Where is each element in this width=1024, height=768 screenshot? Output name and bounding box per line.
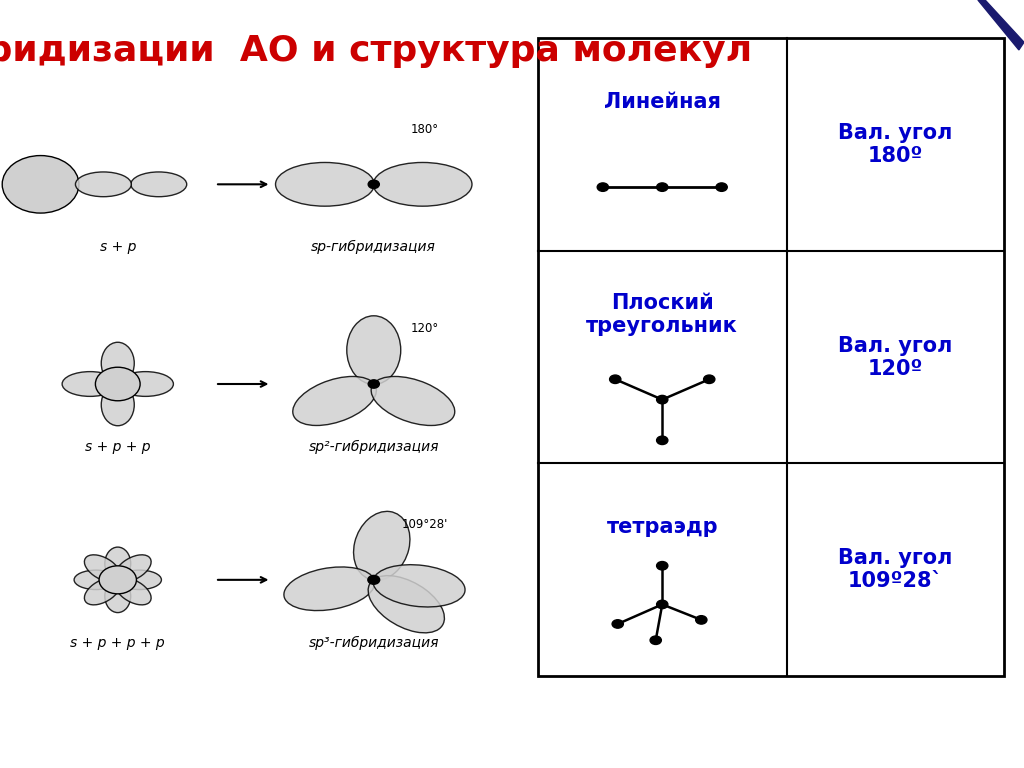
Circle shape	[612, 620, 624, 628]
Ellipse shape	[115, 578, 152, 605]
Ellipse shape	[84, 554, 121, 582]
Circle shape	[656, 436, 668, 445]
Text: 180°: 180°	[411, 123, 439, 135]
Text: sp²-гибридизация: sp²-гибридизация	[308, 440, 439, 454]
Ellipse shape	[118, 372, 173, 396]
Ellipse shape	[115, 554, 152, 582]
Bar	[538, 38, 1004, 676]
Ellipse shape	[284, 567, 375, 611]
Text: Вал. угол
180º: Вал. угол 180º	[838, 123, 952, 166]
Text: s + p + p: s + p + p	[85, 440, 151, 454]
Text: тетраэдр: тетраэдр	[606, 517, 718, 537]
Text: типы гибридизации  АО и структура молекул: типы гибридизации АО и структура молекул	[0, 32, 752, 68]
Circle shape	[609, 375, 621, 383]
Circle shape	[99, 566, 136, 594]
Circle shape	[656, 396, 668, 404]
Text: sp³-гибридизация: sp³-гибридизация	[308, 636, 439, 650]
Circle shape	[368, 575, 380, 584]
Circle shape	[95, 367, 140, 401]
Ellipse shape	[371, 376, 455, 425]
Text: Линейная: Линейная	[604, 92, 721, 112]
Circle shape	[2, 156, 79, 213]
Ellipse shape	[353, 511, 410, 581]
Ellipse shape	[84, 578, 121, 605]
Ellipse shape	[369, 576, 444, 633]
Ellipse shape	[101, 343, 134, 384]
Polygon shape	[978, 0, 1024, 50]
Text: Плоский
треугольник: Плоский треугольник	[587, 293, 738, 336]
Circle shape	[656, 183, 668, 191]
Ellipse shape	[347, 316, 400, 384]
Text: s + p: s + p	[99, 240, 136, 254]
Circle shape	[597, 183, 608, 191]
Circle shape	[656, 601, 668, 608]
Text: 120°: 120°	[411, 323, 439, 335]
Ellipse shape	[373, 564, 465, 607]
Ellipse shape	[74, 570, 118, 590]
Circle shape	[703, 375, 715, 383]
Ellipse shape	[293, 376, 377, 425]
Ellipse shape	[374, 163, 472, 206]
Ellipse shape	[76, 172, 131, 197]
Text: 109°28': 109°28'	[401, 518, 449, 531]
Circle shape	[656, 561, 668, 570]
Text: Вал. угол
120º: Вал. угол 120º	[838, 336, 952, 379]
Circle shape	[650, 636, 662, 644]
Text: s + p + p + p: s + p + p + p	[71, 636, 165, 650]
Ellipse shape	[104, 547, 131, 580]
Text: Вал. угол
109º28`: Вал. угол 109º28`	[838, 548, 952, 591]
Ellipse shape	[275, 163, 374, 206]
Text: sp-гибридизация: sp-гибридизация	[311, 240, 436, 254]
Circle shape	[369, 180, 379, 188]
Ellipse shape	[131, 172, 186, 197]
Circle shape	[369, 380, 379, 388]
Circle shape	[695, 616, 707, 624]
Ellipse shape	[104, 580, 131, 613]
Ellipse shape	[62, 372, 118, 396]
Ellipse shape	[118, 570, 162, 590]
Circle shape	[716, 183, 727, 191]
Ellipse shape	[101, 384, 134, 425]
